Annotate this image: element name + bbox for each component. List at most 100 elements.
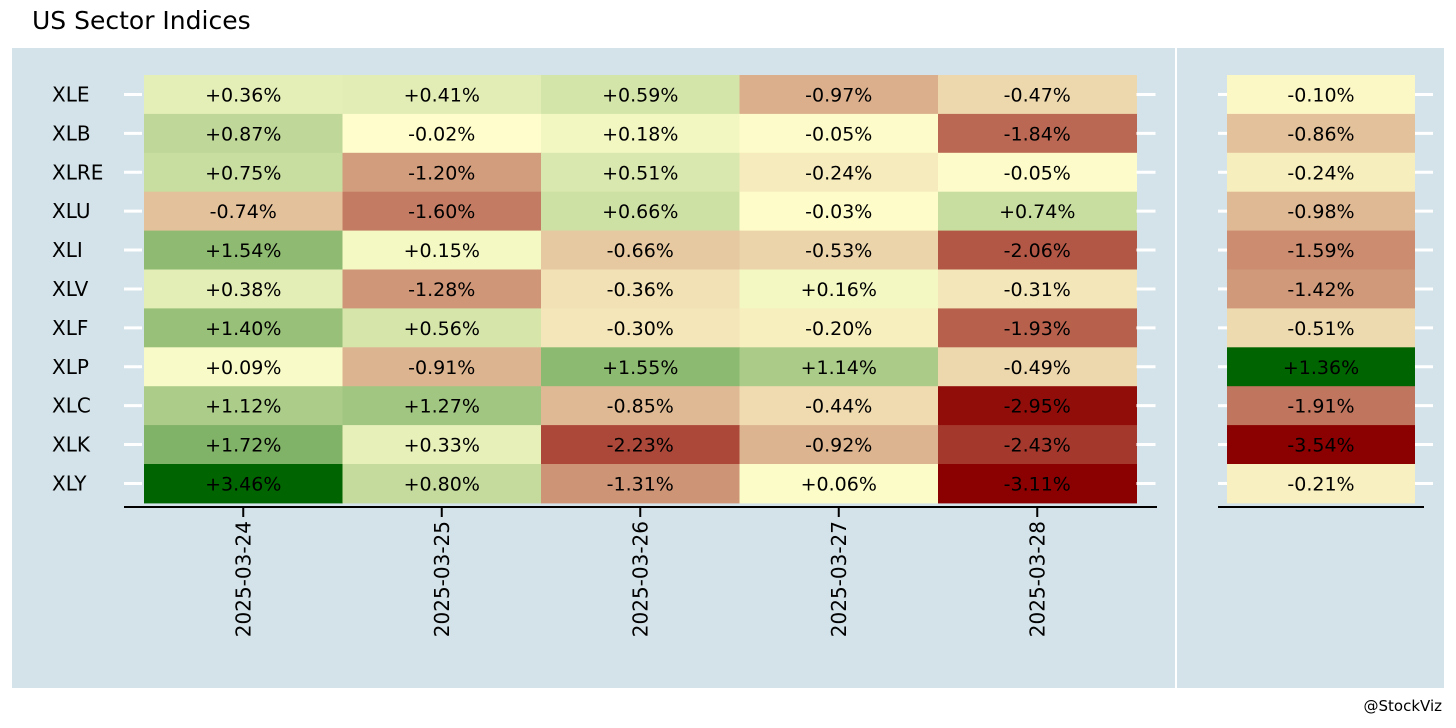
- cell-value-label: -0.74%: [210, 201, 277, 223]
- cell-value-label: +1.55%: [602, 357, 678, 379]
- heatmap-cell: [144, 347, 343, 387]
- cell-value-label: -0.20%: [805, 318, 872, 340]
- heatmap-cell: [739, 464, 939, 504]
- main-heatmap-cells: +0.36% +0.41% +0.59% -0.97% -0.47% +0.87% -0.0…: [144, 75, 1137, 504]
- heatmap-cell: [144, 464, 343, 504]
- cell-value-label: +0.41%: [404, 84, 480, 106]
- heatmap-cell: [739, 347, 939, 387]
- row-label: XLU: [52, 199, 91, 223]
- heatmap-cell: [739, 191, 939, 232]
- summary-cell: [1227, 269, 1415, 309]
- cell-value-label: +0.16%: [801, 279, 877, 301]
- cell-value-label: +0.51%: [602, 162, 678, 184]
- heatmap-cell: [938, 347, 1137, 387]
- chart-title: US Sector Indices: [32, 6, 251, 35]
- cell-value-label: -1.31%: [607, 473, 674, 495]
- heatmap-cell: [144, 113, 343, 154]
- row-label: XLRE: [52, 160, 103, 184]
- cell-value-label: -0.44%: [805, 396, 872, 418]
- cell-value-label: +0.66%: [602, 201, 678, 223]
- heatmap-cell: [938, 308, 1137, 348]
- heatmap-cell: [938, 269, 1137, 309]
- summary-value-label: -0.21%: [1287, 473, 1354, 495]
- cell-value-label: -1.60%: [408, 201, 475, 223]
- heatmap-cell: [541, 386, 740, 426]
- heatmap-cell: [938, 191, 1137, 232]
- heatmap-cell: [342, 347, 542, 387]
- heatmap-cell: [938, 464, 1137, 504]
- heatmap-cell: [342, 191, 542, 232]
- row-label: XLK: [52, 433, 91, 457]
- heatmap-cell: [938, 152, 1137, 193]
- cell-value-label: +1.54%: [205, 240, 281, 262]
- row-label: XLV: [52, 277, 89, 301]
- summary-value-label: -0.24%: [1287, 162, 1354, 184]
- cell-value-label: +1.27%: [404, 396, 480, 418]
- cell-value-label: -0.03%: [805, 201, 872, 223]
- heatmap-cell: [938, 386, 1137, 426]
- summary-value-label: -0.51%: [1287, 318, 1354, 340]
- heatmap-cell: [342, 425, 542, 465]
- summary-cell: [1227, 464, 1415, 504]
- cell-value-label: +0.75%: [205, 162, 281, 184]
- cell-value-label: -0.36%: [607, 279, 674, 301]
- heatmap-cell: [342, 75, 542, 115]
- heatmap-cell: [938, 113, 1137, 154]
- cell-value-label: -0.91%: [408, 357, 475, 379]
- summary-value-label: -1.59%: [1287, 240, 1354, 262]
- cell-value-label: -1.84%: [1004, 123, 1071, 145]
- cell-value-label: +1.14%: [801, 357, 877, 379]
- heatmap-cell: [144, 386, 343, 426]
- heatmap-cell: [342, 152, 542, 193]
- cell-value-label: +0.33%: [404, 435, 480, 457]
- cell-value-label: -0.92%: [805, 435, 872, 457]
- cell-value-label: -3.11%: [1004, 473, 1071, 495]
- heatmap-cell: [739, 386, 939, 426]
- heatmap-cell: [938, 230, 1137, 270]
- heatmap-cell: [144, 308, 343, 348]
- heatmap-cell: [144, 75, 343, 115]
- cell-value-label: +0.87%: [205, 123, 281, 145]
- cell-value-label: +0.36%: [205, 84, 281, 106]
- heatmap-cell: [541, 425, 740, 465]
- cell-value-label: -0.85%: [607, 396, 674, 418]
- row-label: XLC: [52, 394, 91, 418]
- cell-value-label: +1.72%: [205, 435, 281, 457]
- summary-cell: [1227, 75, 1415, 115]
- heatmap-cell: [938, 425, 1137, 465]
- cell-value-label: +0.09%: [205, 357, 281, 379]
- summary-cell: [1227, 152, 1415, 193]
- heatmap-cell: [541, 113, 740, 154]
- x-tick-label: 2025-03-25: [430, 521, 454, 637]
- heatmap-cell: [541, 269, 740, 309]
- heatmap-cell: [541, 75, 740, 115]
- cell-value-label: +0.56%: [404, 318, 480, 340]
- heatmap-cell: [541, 191, 740, 232]
- cell-value-label: -1.93%: [1004, 318, 1071, 340]
- heatmap-cell: [541, 308, 740, 348]
- chart-axes: XLE XLB XLRE XLU XLI XLV XLF XLP XLC XLK XLY 2025-0…: [52, 82, 1433, 637]
- cell-value-label: -2.23%: [607, 435, 674, 457]
- heatmap-cell: [342, 230, 542, 270]
- cell-value-label: -0.02%: [408, 123, 475, 145]
- heatmap-cell: [739, 269, 939, 309]
- summary-cell: [1227, 113, 1415, 154]
- cell-value-label: -0.49%: [1004, 357, 1071, 379]
- heatmap-cell: [342, 269, 542, 309]
- heatmap-cell: [342, 464, 542, 504]
- summary-cell: [1227, 425, 1415, 465]
- heatmap-cell: [938, 75, 1137, 115]
- cell-value-label: -0.53%: [805, 240, 872, 262]
- summary-heatmap-cells: -0.10% -0.86% -0.24% -0.98% -1.59% -1.42% -0.5…: [1227, 75, 1415, 504]
- heatmap-cell: [342, 386, 542, 426]
- cell-value-label: +1.40%: [205, 318, 281, 340]
- summary-cell: [1227, 191, 1415, 232]
- heatmap-cell: [541, 464, 740, 504]
- cell-value-label: -1.28%: [408, 279, 475, 301]
- heatmap-cell: [739, 425, 939, 465]
- cell-value-label: +0.59%: [602, 84, 678, 106]
- row-label: XLP: [52, 355, 89, 379]
- heatmap-cell: [144, 191, 343, 232]
- x-tick-label: 2025-03-27: [827, 521, 851, 637]
